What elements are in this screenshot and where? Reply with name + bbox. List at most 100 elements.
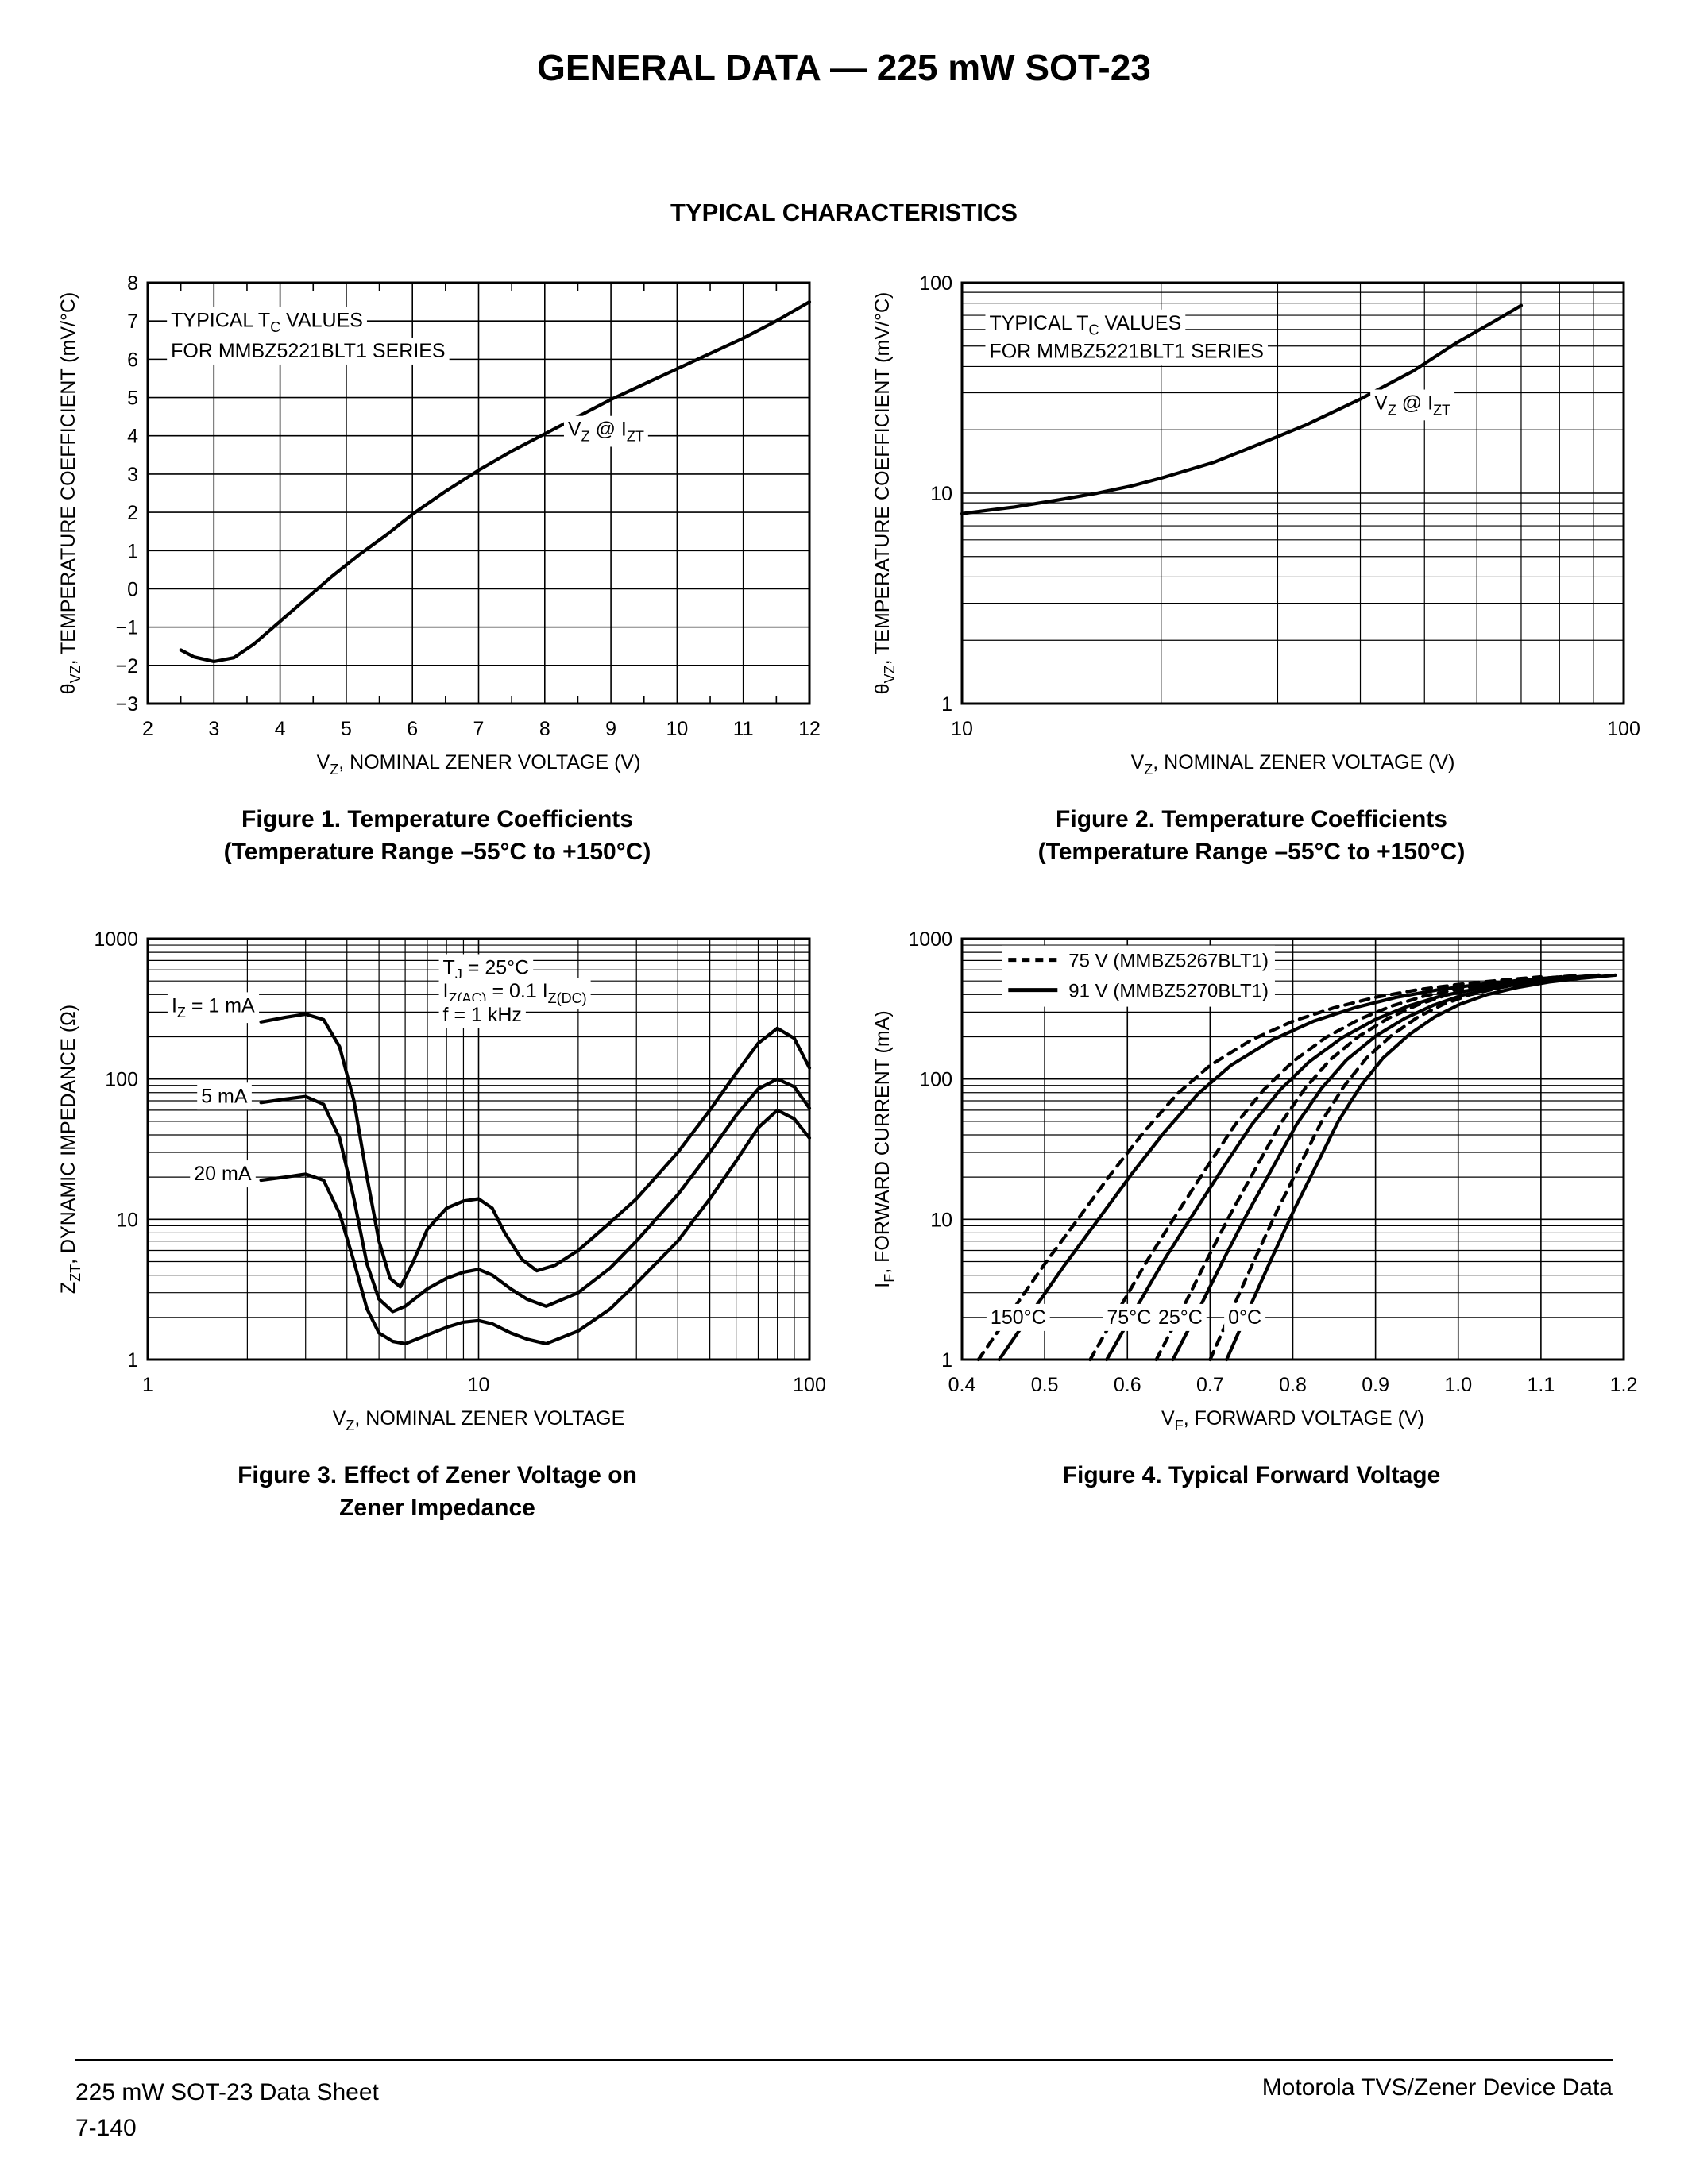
svg-text:150°C: 150°C — [991, 1306, 1046, 1329]
svg-text:10: 10 — [116, 1209, 138, 1231]
svg-text:5: 5 — [127, 388, 138, 410]
svg-text:0: 0 — [127, 578, 138, 600]
svg-text:8: 8 — [539, 718, 550, 740]
charts-grid: 2 3 4 5 6 7 8 9 10 11 12 −3 −2 −1 0 1 2 3 4 5 6 7 8 VZ, NOMINAL… — [46, 262, 1643, 1526]
svg-text:TJ = 25°C: TJ = 25°C — [443, 956, 530, 982]
footer-datasheet-name: 225 mW SOT-23 Data Sheet — [75, 2079, 379, 2105]
figure1-caption-line2: (Temperature Range –55°C to +150°C) — [223, 838, 651, 865]
svg-text:θVZ, TEMPERATURE COEFFICIENT (: θVZ, TEMPERATURE COEFFICIENT (mV/°C) — [871, 292, 898, 695]
figure4-caption-line1: Figure 4. Typical Forward Voltage — [1062, 1462, 1441, 1488]
svg-text:ZZT, DYNAMIC IMPEDANCE (Ω): ZZT, DYNAMIC IMPEDANCE (Ω) — [57, 1005, 83, 1294]
svg-text:4: 4 — [275, 718, 286, 740]
svg-text:100: 100 — [105, 1069, 138, 1091]
svg-text:10: 10 — [951, 718, 973, 740]
svg-text:θVZ, TEMPERATURE COEFFICIENT (: θVZ, TEMPERATURE COEFFICIENT (mV/°C) — [57, 292, 83, 695]
svg-text:VZ, NOMINAL ZENER VOLTAGE: VZ, NOMINAL ZENER VOLTAGE — [333, 1407, 625, 1433]
svg-text:3: 3 — [127, 464, 138, 486]
footer-divider — [75, 2059, 1613, 2061]
svg-text:11: 11 — [733, 718, 754, 740]
figure3-caption-line2: Zener Impedance — [339, 1494, 535, 1521]
svg-text:0.9: 0.9 — [1362, 1374, 1389, 1396]
svg-text:IF, FORWARD CURRENT (mA): IF, FORWARD CURRENT (mA) — [871, 1010, 898, 1287]
svg-text:1000: 1000 — [908, 928, 952, 951]
svg-text:2: 2 — [142, 718, 153, 740]
svg-text:1: 1 — [127, 540, 138, 562]
svg-text:−1: −1 — [115, 617, 138, 639]
svg-text:0.4: 0.4 — [948, 1374, 976, 1396]
section-title: TYPICAL CHARACTERISTICS — [670, 199, 1018, 226]
svg-text:10: 10 — [930, 1209, 952, 1231]
svg-text:4: 4 — [127, 426, 138, 448]
svg-text:3: 3 — [208, 718, 219, 740]
svg-text:20 mA: 20 mA — [194, 1163, 252, 1185]
svg-text:VZ @ IZT: VZ @ IZT — [568, 419, 644, 445]
svg-text:−3: −3 — [115, 693, 138, 716]
svg-text:8: 8 — [127, 272, 138, 295]
page-title: GENERAL DATA — 225 mW SOT-23 — [537, 47, 1151, 88]
figure3-caption-line1: Figure 3. Effect of Zener Voltage on — [238, 1462, 637, 1488]
svg-text:VZ, NOMINAL ZENER VOLTAGE (V): VZ, NOMINAL ZENER VOLTAGE (V) — [1131, 751, 1455, 778]
svg-text:FOR MMBZ5221BLT1 SERIES: FOR MMBZ5221BLT1 SERIES — [171, 340, 445, 362]
footer-page-number: 7-140 — [75, 2115, 137, 2141]
svg-text:5: 5 — [341, 718, 352, 740]
footer-right: Motorola TVS/Zener Device Data — [1261, 2074, 1613, 2101]
svg-text:7: 7 — [473, 718, 485, 740]
svg-text:TYPICAL TC VALUES: TYPICAL TC VALUES — [171, 309, 363, 335]
figure1-caption-line1: Figure 1. Temperature Coefficients — [241, 806, 633, 832]
svg-text:0.5: 0.5 — [1031, 1374, 1059, 1396]
svg-text:1.0: 1.0 — [1444, 1374, 1472, 1396]
svg-text:VZ @ IZT: VZ @ IZT — [1374, 392, 1450, 419]
svg-text:TYPICAL TC VALUES: TYPICAL TC VALUES — [989, 312, 1181, 338]
svg-text:100: 100 — [793, 1374, 826, 1396]
svg-text:VF, FORWARD VOLTAGE (V): VF, FORWARD VOLTAGE (V) — [1161, 1407, 1424, 1433]
svg-text:6: 6 — [407, 718, 418, 740]
svg-text:1000: 1000 — [94, 928, 138, 951]
svg-text:VZ, NOMINAL ZENER VOLTAGE (V): VZ, NOMINAL ZENER VOLTAGE (V) — [317, 751, 641, 778]
svg-text:IZ(AC) = 0.1 IZ(DC): IZ(AC) = 0.1 IZ(DC) — [443, 980, 587, 1006]
figure2-caption: Figure 2. Temperature Coefficients (Temp… — [1038, 804, 1466, 870]
svg-text:1: 1 — [941, 693, 952, 716]
svg-text:25°C: 25°C — [1158, 1306, 1203, 1329]
figure4-caption: Figure 4. Typical Forward Voltage — [1063, 1460, 1441, 1526]
svg-text:91 V (MMBZ5270BLT1): 91 V (MMBZ5270BLT1) — [1068, 981, 1269, 1002]
svg-text:100: 100 — [919, 272, 952, 295]
svg-text:0°C: 0°C — [1228, 1306, 1261, 1329]
svg-text:6: 6 — [127, 349, 138, 371]
figure2-caption-line2: (Temperature Range –55°C to +150°C) — [1037, 838, 1466, 865]
svg-text:−2: −2 — [115, 655, 138, 677]
figure-1: 2 3 4 5 6 7 8 9 10 11 12 −3 −2 −1 0 1 2 3 4 5 6 7 8 VZ, NOMINAL… — [46, 262, 829, 870]
svg-text:1: 1 — [142, 1374, 153, 1396]
svg-text:FOR MMBZ5221BLT1 SERIES: FOR MMBZ5221BLT1 SERIES — [989, 340, 1263, 362]
svg-text:7: 7 — [127, 311, 138, 333]
svg-text:1: 1 — [127, 1349, 138, 1372]
svg-text:12: 12 — [798, 718, 821, 740]
figure1-caption: Figure 1. Temperature Coefficients (Temp… — [224, 804, 651, 870]
svg-text:0.7: 0.7 — [1196, 1374, 1224, 1396]
svg-text:0.6: 0.6 — [1114, 1374, 1141, 1396]
figure4-forward-voltage-chart: 0.4 0.5 0.6 0.7 0.8 0.9 1.0 1.1 1.2 1 10 100 1000 VF,… — [871, 928, 1638, 1433]
svg-text:1.1: 1.1 — [1527, 1374, 1555, 1396]
svg-text:f = 1 kHz: f = 1 kHz — [443, 1004, 522, 1026]
svg-text:100: 100 — [1607, 718, 1640, 740]
svg-text:0.8: 0.8 — [1279, 1374, 1307, 1396]
svg-text:1: 1 — [941, 1349, 952, 1372]
svg-text:75 V (MMBZ5267BLT1): 75 V (MMBZ5267BLT1) — [1068, 951, 1269, 972]
figure-2: 10 100 1 10 100 VZ, NOMINAL ZENER VOLTAGE (V)… — [860, 262, 1643, 870]
svg-text:10: 10 — [666, 718, 688, 740]
svg-text:100: 100 — [919, 1069, 952, 1091]
svg-text:1.2: 1.2 — [1610, 1374, 1638, 1396]
svg-text:10: 10 — [930, 483, 952, 505]
figure-4: 0.4 0.5 0.6 0.7 0.8 0.9 1.0 1.1 1.2 1 10 100 1000 VF,… — [860, 918, 1643, 1526]
svg-text:IZ = 1 mA: IZ = 1 mA — [172, 994, 255, 1021]
footer-left: 225 mW SOT-23 Data Sheet 7-140 — [75, 2074, 379, 2146]
svg-text:10: 10 — [468, 1374, 490, 1396]
figure3-zener-impedance-chart: 1 10 100 1 10 100 1000 VZ, NOMINAL ZENER VOLTAG… — [57, 928, 826, 1433]
figure3-caption: Figure 3. Effect of Zener Voltage on Zen… — [238, 1460, 637, 1526]
svg-text:5 mA: 5 mA — [201, 1085, 248, 1107]
figure2-caption-line1: Figure 2. Temperature Coefficients — [1056, 806, 1447, 832]
svg-text:9: 9 — [605, 718, 616, 740]
figure-3: 1 10 100 1 10 100 1000 VZ, NOMINAL ZENER VOLTAG… — [46, 918, 829, 1526]
